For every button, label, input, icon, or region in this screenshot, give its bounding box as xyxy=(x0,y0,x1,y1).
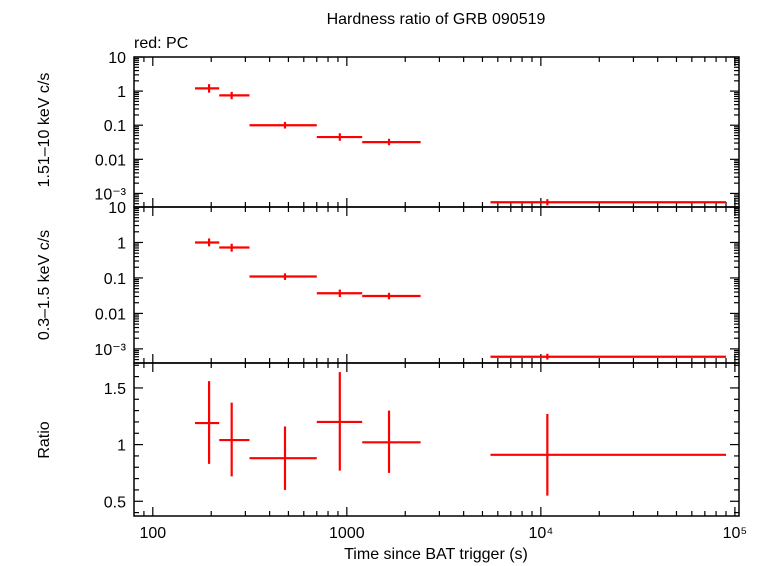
chart-subtitle: red: PC xyxy=(134,35,188,52)
x-tick-label: 10⁴ xyxy=(529,525,554,542)
panel-frame xyxy=(133,206,740,364)
y-axis-label-top: 1.51–10 keV c/s xyxy=(36,73,53,188)
data-point xyxy=(362,292,421,300)
panel-frame xyxy=(133,56,740,208)
y-tick-label: 0.01 xyxy=(95,306,126,323)
panel-frame xyxy=(133,362,740,517)
y-tick-label: 1.5 xyxy=(104,381,126,398)
x-tick-label: 100 xyxy=(139,525,166,542)
data-point xyxy=(195,238,220,247)
data-point xyxy=(490,414,727,496)
y-tick-label: 1 xyxy=(117,438,126,455)
x-axis-label: Time since BAT trigger (s) xyxy=(344,546,528,563)
data-point xyxy=(249,121,317,129)
middle-panel: 1 0.1 0.01 10⁻³ xyxy=(94,206,740,364)
chart-title: Hardness ratio of GRB 090519 xyxy=(327,11,546,28)
data-point xyxy=(490,353,727,360)
y-axis-label-middle: 0.3–1.5 keV c/s xyxy=(36,230,53,340)
x-tick-label: 10⁵ xyxy=(723,525,747,542)
y-tick-label: 0.1 xyxy=(104,271,126,288)
y-tick-label: 10 xyxy=(108,200,126,217)
data-point xyxy=(195,381,220,464)
y-tick-label: 10 xyxy=(108,50,126,67)
top-panel: 10 1 0.1 0.01 10⁻³ xyxy=(94,50,740,208)
y-axis-label-ratio: Ratio xyxy=(36,421,53,458)
data-point xyxy=(490,199,727,206)
data-point xyxy=(219,243,250,252)
x-tick-label: 1000 xyxy=(329,525,365,542)
data-point xyxy=(316,133,363,141)
y-tick-label: 1 xyxy=(117,235,126,252)
y-tick-label: 0.1 xyxy=(104,118,126,135)
data-point xyxy=(362,138,421,146)
ratio-panel: 1.5 1 0.5 xyxy=(104,362,740,517)
y-tick-label: 10⁻³ xyxy=(94,186,126,203)
y-tick-label: 0.01 xyxy=(95,152,126,169)
data-point xyxy=(219,91,250,100)
data-point xyxy=(362,410,421,473)
data-point xyxy=(249,273,317,280)
data-point xyxy=(195,84,220,93)
y-tick-label: 1 xyxy=(117,84,126,101)
y-tick-label: 10⁻³ xyxy=(94,342,126,359)
data-point xyxy=(316,372,363,471)
y-tick-label: 0.5 xyxy=(104,494,126,511)
data-point xyxy=(249,426,317,490)
data-point xyxy=(219,402,250,477)
data-point xyxy=(316,289,363,298)
